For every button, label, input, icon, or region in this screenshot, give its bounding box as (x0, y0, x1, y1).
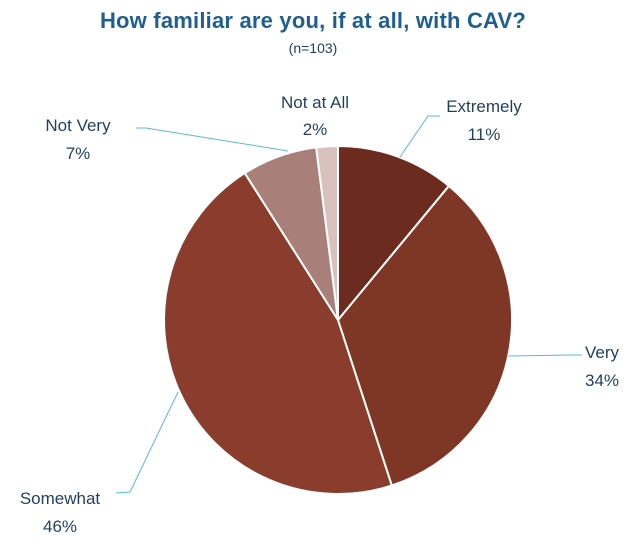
leader-line (399, 115, 440, 158)
slice-value-label: 7% (66, 144, 91, 163)
leader-line (136, 127, 289, 152)
slice-labels: Extremely 11% Very 34% Somewhat 46% Not Very 7%… (20, 93, 620, 536)
slice-value-label: 46% (43, 517, 77, 536)
slice-category-label: Not at All (281, 93, 349, 112)
slice-value-label: 34% (585, 371, 619, 390)
slice-category-label: Extremely (446, 97, 522, 116)
leader-line (115, 391, 179, 494)
slice-value-label: 2% (303, 120, 328, 139)
chart-title: How familiar are you, if at all, with CA… (99, 8, 527, 33)
slice-category-label: Somewhat (20, 489, 101, 508)
pie-slice-very (336, 184, 513, 487)
slice-category-label: Not Very (45, 116, 111, 135)
pie-slice-somewhat (162, 171, 394, 495)
chart-subtitle: (n=103) (288, 40, 338, 56)
slice-value-label: 11% (468, 125, 501, 144)
leader-line (507, 354, 582, 357)
slice-category-label: Very (585, 343, 620, 362)
pie-slice-extremely (337, 144, 451, 323)
leader-lines (115, 115, 582, 494)
pie-slice-not-at-all (315, 144, 339, 321)
pie-slices (162, 144, 513, 495)
